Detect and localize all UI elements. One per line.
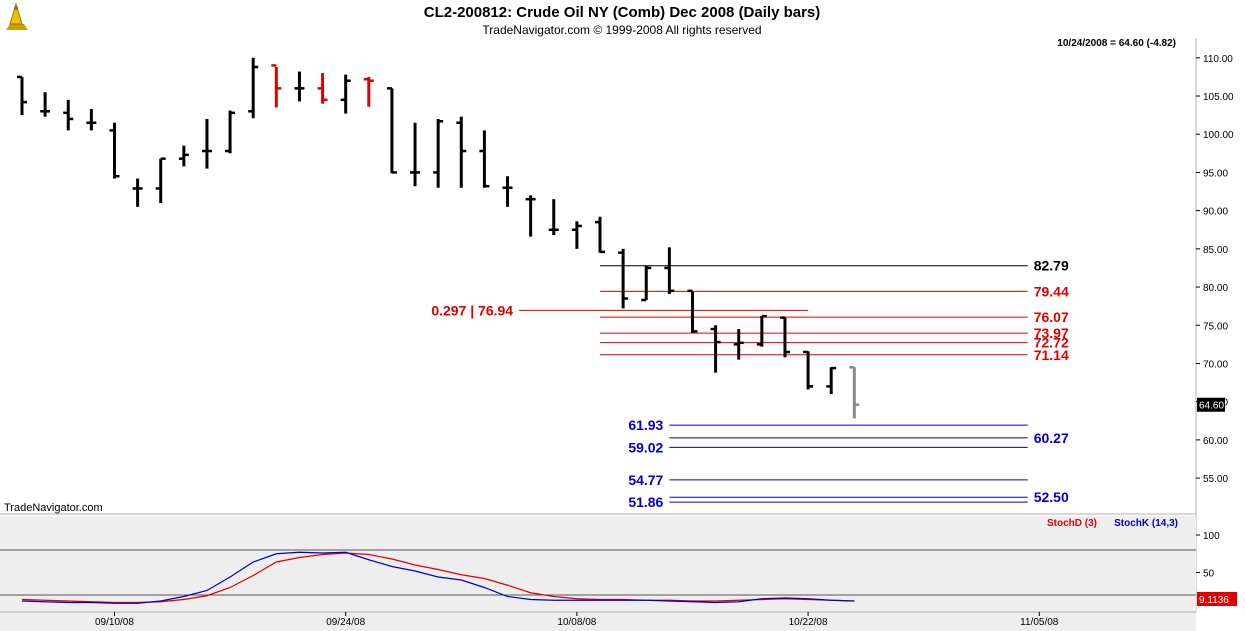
level-label: 59.02 <box>628 439 663 455</box>
level-label: 60.27 <box>1034 430 1069 446</box>
last-price-marker: 64.60 <box>1197 397 1225 412</box>
price-bar <box>271 64 282 108</box>
price-bar <box>571 221 582 249</box>
price-bar <box>733 329 744 360</box>
price-bar <box>687 289 698 333</box>
level-label: 82.79 <box>1034 258 1069 274</box>
x-tick-label: 10/22/08 <box>789 617 828 628</box>
price-panel: 55.0060.0065.0070.0075.0080.0085.0090.00… <box>0 38 1234 612</box>
stoch-tick-label: 100 <box>1203 531 1220 542</box>
price-bar <box>178 145 189 167</box>
price-tick-label: 70.00 <box>1203 359 1228 370</box>
price-info: 10/24/2008 = 64.60 (-4.82) <box>1057 38 1176 49</box>
price-bar <box>317 73 328 104</box>
x-tick-label: 11/05/08 <box>1020 617 1059 628</box>
price-bar <box>618 248 629 309</box>
price-bar <box>410 122 421 187</box>
stoch-axis: 50 100 <box>1196 531 1220 580</box>
price-bar <box>294 71 305 102</box>
level-label: 76.07 <box>1034 309 1069 325</box>
last-price-label: 64.60 <box>1199 401 1224 412</box>
price-bar <box>433 118 444 188</box>
level-label: 0.297 | 76.94 <box>431 302 513 318</box>
price-bar <box>109 122 120 179</box>
price-tick-label: 55.00 <box>1203 474 1228 485</box>
stoch-series-line <box>21 552 855 604</box>
price-bar <box>201 118 212 169</box>
stoch-tick-label: 50 <box>1203 569 1215 580</box>
price-bar <box>86 109 97 131</box>
stoch-panel: 50 100 StochD (3) StochK (14,3) 9.1136 <box>0 516 1237 612</box>
price-tick-label: 60.00 <box>1203 436 1228 447</box>
level-label: 54.77 <box>628 472 663 488</box>
price-tick-label: 110.00 <box>1203 54 1233 65</box>
price-bar <box>548 199 559 236</box>
price-bar <box>525 195 536 237</box>
level-label: 73.97 <box>1034 325 1069 341</box>
price-tick-label: 85.00 <box>1203 245 1228 256</box>
x-tick-label: 10/08/08 <box>557 617 596 628</box>
price-tick-label: 90.00 <box>1203 207 1228 218</box>
price-tick-label: 100.00 <box>1203 130 1234 141</box>
x-tick-label: 09/10/08 <box>95 617 134 628</box>
price-axis: 55.0060.0065.0070.0075.0080.0085.0090.00… <box>1196 54 1234 485</box>
price-bar <box>779 316 790 358</box>
price-bar <box>40 92 51 117</box>
stoch-series-line <box>21 551 855 604</box>
price-bar <box>132 178 143 207</box>
level-label: 79.44 <box>1034 283 1069 299</box>
price-bar <box>641 265 652 302</box>
price-tick-label: 95.00 <box>1203 168 1228 179</box>
logo-icon <box>2 2 32 32</box>
price-bar <box>756 314 767 347</box>
stoch-last-marker: 9.1136 <box>1197 592 1237 606</box>
price-bar <box>248 57 259 119</box>
x-tick-label: 09/24/08 <box>326 617 365 628</box>
legend-stochd: StochD (3) <box>1047 518 1097 529</box>
price-bar <box>849 366 860 419</box>
price-bar <box>664 247 675 294</box>
price-bars <box>17 57 860 419</box>
price-tick-label: 75.00 <box>1203 321 1228 332</box>
watermark: TradeNavigator.com <box>4 502 103 514</box>
level-label: 52.50 <box>1034 489 1069 505</box>
level-label: 61.93 <box>628 417 663 433</box>
level-label: 72.72 <box>1034 335 1069 351</box>
price-bar <box>363 76 374 107</box>
stoch-last-label: 9.1136 <box>1199 595 1229 606</box>
price-bar <box>595 216 605 254</box>
price-bar <box>386 87 397 174</box>
level-label: 51.86 <box>628 494 663 510</box>
price-bar <box>340 74 351 114</box>
price-bar <box>456 116 467 188</box>
price-bar <box>155 157 166 203</box>
chart-title: CL2-200812: Crude Oil NY (Comb) Dec 2008… <box>424 4 821 21</box>
price-tick-label: 80.00 <box>1203 283 1228 294</box>
price-bar <box>63 99 74 131</box>
price-bar <box>225 110 236 154</box>
legend-stochk: StochK (14,3) <box>1114 518 1178 529</box>
level-label: 71.14 <box>1034 347 1069 363</box>
price-bar <box>479 130 490 188</box>
price-bar <box>710 325 721 373</box>
stoch-lines <box>21 551 855 604</box>
price-tick-label: 105.00 <box>1203 92 1234 103</box>
price-bar <box>17 75 27 116</box>
x-axis: 09/10/08 09/24/08 10/08/08 10/22/08 11/05/08 <box>0 611 1196 631</box>
price-bar <box>502 176 513 207</box>
chart-subtitle: TradeNavigator.com © 1999-2008 All right… <box>482 23 761 37</box>
price-bar <box>803 350 814 390</box>
price-bar <box>826 366 837 395</box>
